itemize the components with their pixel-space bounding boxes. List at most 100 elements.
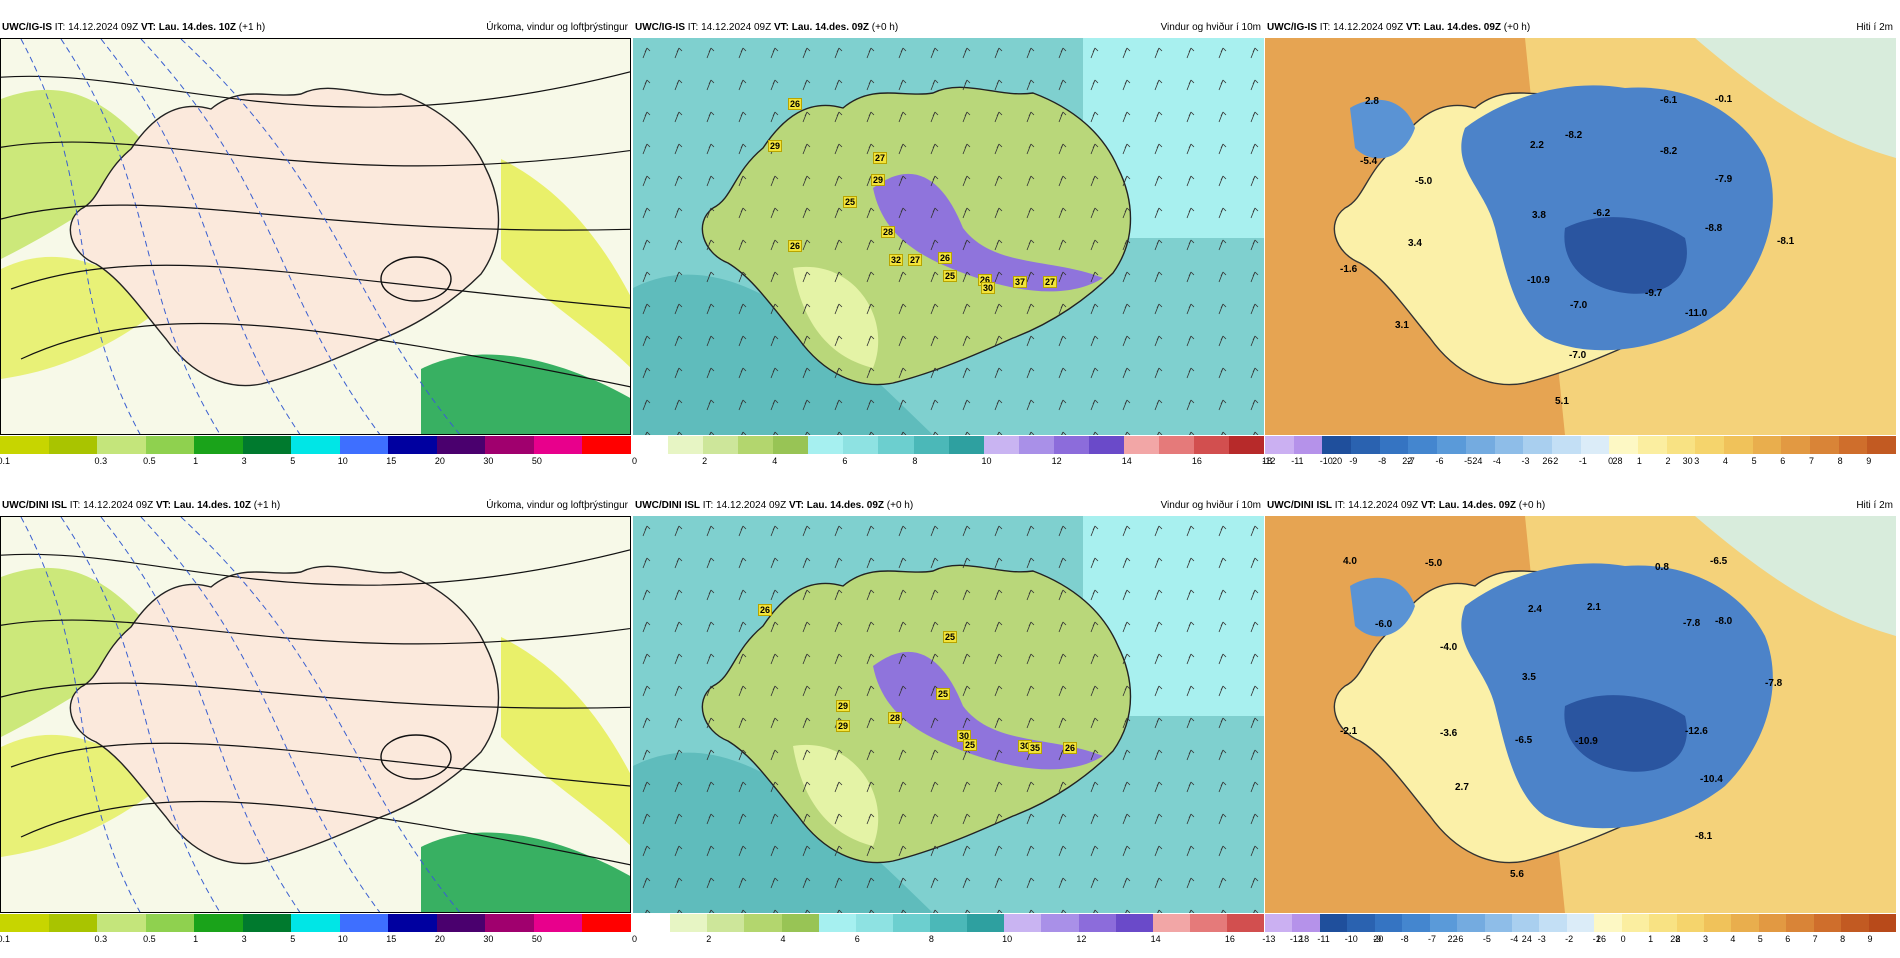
wind-arrow xyxy=(1058,845,1067,857)
color-bar-tick-label: 8 xyxy=(912,456,918,466)
map-panel: UWC/DINI ISL IT: 14.12.2024 09Z VT: Lau.… xyxy=(1262,498,1897,958)
wind-arrow xyxy=(1122,175,1131,187)
color-bar-tick-label: 3 xyxy=(1694,456,1700,466)
wind-arrow xyxy=(1186,271,1195,283)
color-bar-tick-label: -1 xyxy=(1578,456,1587,466)
wind-arrow xyxy=(866,47,875,59)
wind-arrow xyxy=(962,845,971,857)
color-bar-tick-label: 30 xyxy=(483,934,494,944)
color-bar-swatch xyxy=(485,914,534,932)
temperature-contour xyxy=(100,39,301,434)
wind-arrow xyxy=(674,47,683,59)
it-label: IT: xyxy=(702,500,714,511)
color-bar-tick-label: 3 xyxy=(241,456,247,466)
wind-arrow xyxy=(1250,111,1259,123)
wind-arrow xyxy=(1218,367,1227,379)
color-bar-swatch xyxy=(97,436,146,454)
temperature-label: -6.5 xyxy=(1710,556,1728,567)
wind-arrow xyxy=(866,781,875,793)
wind-arrow xyxy=(1090,781,1099,793)
temperature-label: -10.9 xyxy=(1527,275,1550,286)
color-bar-tick-label: 9 xyxy=(1867,934,1873,944)
wind-arrow xyxy=(898,79,907,91)
wind-arrow xyxy=(1154,557,1163,569)
wind-arrow xyxy=(994,653,1003,665)
wind-arrow xyxy=(706,877,715,889)
wind-arrow xyxy=(674,303,683,315)
color-bar-tick-label: 5 xyxy=(290,934,296,944)
wind-arrow xyxy=(738,845,747,857)
wind-arrow xyxy=(674,589,683,601)
wind-arrow xyxy=(1253,431,1259,435)
precip-band xyxy=(1,89,161,259)
wind-arrow xyxy=(1058,111,1067,123)
wind-arrow xyxy=(994,749,1003,761)
wind-arrow xyxy=(898,207,907,219)
color-bar-swatch xyxy=(1158,436,1194,454)
wind-arrow xyxy=(962,111,971,123)
wind-arrow xyxy=(1058,525,1067,537)
wind-arrow xyxy=(930,367,939,379)
wind-arrow xyxy=(898,143,907,155)
wind-arrow xyxy=(866,111,875,123)
color-bar-tick-label: -9 xyxy=(1349,456,1358,466)
wind-arrow xyxy=(770,335,779,347)
wind-arrow xyxy=(674,399,683,411)
color-bar-swatch xyxy=(1704,914,1732,932)
temperature-contour xyxy=(100,517,301,912)
wind-arrow xyxy=(1154,111,1163,123)
wind-arrow xyxy=(642,175,651,187)
color-bar-tick-label: 0 xyxy=(631,934,638,944)
wind-arrow xyxy=(997,431,1003,435)
wind-arrow xyxy=(802,653,811,665)
wind-arrow xyxy=(1154,143,1163,155)
wind-arrow xyxy=(1186,399,1195,411)
wind-arrow xyxy=(674,143,683,155)
temperature-label: -6.5 xyxy=(1515,735,1533,746)
color-bar-swatch xyxy=(1402,914,1430,932)
temperature-label: 4.0 xyxy=(1343,556,1357,567)
temperature-contour xyxy=(140,39,381,434)
color-bar-swatch xyxy=(242,436,292,454)
color-bar xyxy=(633,436,1265,454)
wind-arrow xyxy=(1250,621,1259,633)
wind-arrow xyxy=(994,367,1003,379)
wind-arrow xyxy=(930,813,939,825)
wind-arrow xyxy=(1090,47,1099,59)
color-bar-swatch xyxy=(948,436,984,454)
wind-arrow xyxy=(1250,749,1259,761)
wind-arrow xyxy=(1026,557,1035,569)
wind-arrow xyxy=(1186,781,1195,793)
temperature-contour xyxy=(60,517,221,912)
wind-arrow xyxy=(962,877,971,889)
temperature-label: 2.8 xyxy=(1365,96,1379,107)
color-bar-ticks: -12 -11 -10 -9 -8 -7 -6 -5 -4 -3 -2 -1 0 1 2 3 4 5 6 7 8 9 xyxy=(1262,456,1896,470)
color-bar-swatch xyxy=(1580,436,1610,454)
wind-arrow xyxy=(1186,79,1195,91)
wind-arrow xyxy=(1090,525,1099,537)
wind-arrow xyxy=(706,303,715,315)
wind-arrow xyxy=(1122,813,1131,825)
wind-arrow xyxy=(770,781,779,793)
wind-arrow xyxy=(1122,525,1131,537)
precip-band xyxy=(1,734,161,857)
init-time: 14.12.2024 09Z xyxy=(1333,22,1404,33)
lead-time: (+0 h) xyxy=(871,22,899,33)
map-panel: UWC/IG-IS IT: 14.12.2024 09Z VT: Lau. 14… xyxy=(1262,20,1897,480)
wind-arrow xyxy=(802,335,811,347)
wind-arrow xyxy=(802,367,811,379)
wind-arrow xyxy=(1090,367,1099,379)
wind-arrow xyxy=(930,143,939,155)
color-bar-tick-label: 1 xyxy=(1636,456,1642,466)
color-bar-swatch xyxy=(930,914,968,932)
color-bar-swatch xyxy=(1319,914,1348,932)
wind-arrow xyxy=(1090,685,1099,697)
color-bar-swatch xyxy=(1379,436,1409,454)
wind-arrow xyxy=(866,845,875,857)
wind-arrow xyxy=(962,399,971,411)
wind-arrow xyxy=(642,399,651,411)
color-bar-swatch xyxy=(1292,914,1320,932)
wind-arrow xyxy=(962,717,971,729)
wind-arrow xyxy=(738,271,747,283)
gust-label: 27 xyxy=(1043,276,1058,288)
